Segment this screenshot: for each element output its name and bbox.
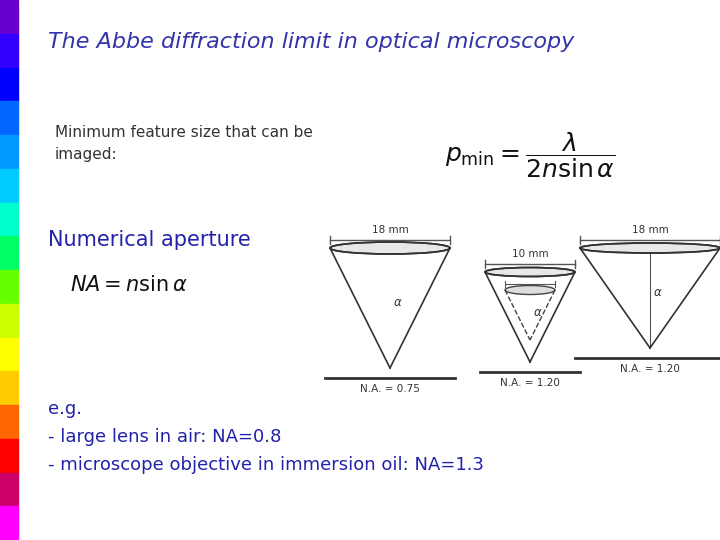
Text: 18 mm: 18 mm — [372, 225, 408, 235]
Bar — [0, 202, 18, 237]
Bar — [0, 405, 18, 438]
Bar — [0, 0, 18, 33]
Text: Numerical aperture: Numerical aperture — [48, 230, 251, 250]
Text: N.A. = 1.20: N.A. = 1.20 — [620, 364, 680, 374]
Bar — [0, 102, 18, 135]
Bar — [0, 372, 18, 405]
Text: $NA = n\sin\alpha$: $NA = n\sin\alpha$ — [70, 275, 187, 295]
Ellipse shape — [580, 243, 720, 253]
Text: $p_{\rm min} = \dfrac{\lambda}{2n\sin\alpha}$: $p_{\rm min} = \dfrac{\lambda}{2n\sin\al… — [445, 130, 615, 180]
Bar — [0, 472, 18, 507]
Text: e.g.
- large lens in air: NA=0.8
- microscope objective in immersion oil: NA=1.3: e.g. - large lens in air: NA=0.8 - micro… — [48, 400, 484, 474]
Text: $\alpha$: $\alpha$ — [393, 295, 402, 308]
Text: 10 mm: 10 mm — [512, 249, 549, 259]
Text: 18 mm: 18 mm — [631, 225, 668, 235]
Text: The Abbe diffraction limit in optical microscopy: The Abbe diffraction limit in optical mi… — [48, 32, 575, 52]
Text: $\alpha$: $\alpha$ — [534, 306, 543, 319]
Bar — [0, 438, 18, 472]
Text: N.A. = 1.20: N.A. = 1.20 — [500, 378, 560, 388]
Bar — [0, 33, 18, 68]
Bar — [0, 135, 18, 168]
Text: Minimum feature size that can be
imaged:: Minimum feature size that can be imaged: — [55, 125, 313, 162]
Bar — [0, 303, 18, 338]
Bar — [0, 338, 18, 372]
Bar — [0, 237, 18, 270]
Bar — [0, 507, 18, 540]
Bar — [0, 168, 18, 202]
Text: N.A. = 0.75: N.A. = 0.75 — [360, 384, 420, 394]
Ellipse shape — [485, 267, 575, 276]
Bar — [0, 270, 18, 303]
Ellipse shape — [330, 242, 450, 254]
Bar — [0, 68, 18, 102]
Ellipse shape — [505, 286, 555, 294]
Text: $\alpha$: $\alpha$ — [653, 287, 663, 300]
